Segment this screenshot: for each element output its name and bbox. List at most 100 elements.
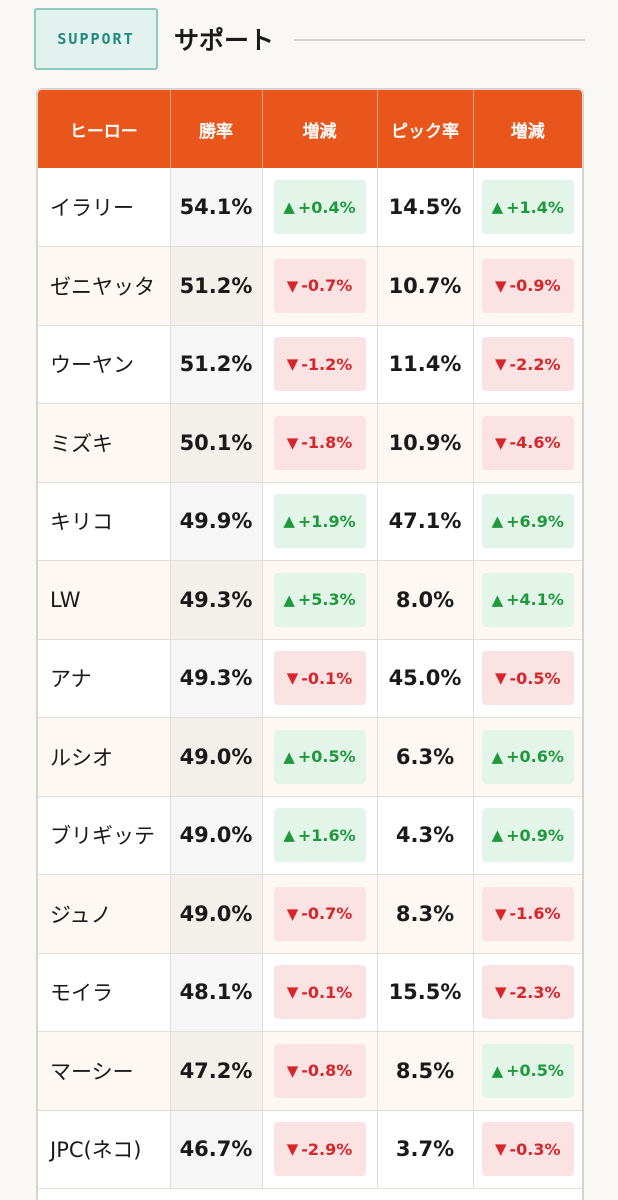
pick-delta-cell: ▲ +1.4%: [473, 168, 582, 247]
delta-badge: ▲ +0.6%: [481, 729, 574, 784]
win-rate: 50.1%: [170, 403, 263, 483]
triangle-down-icon: ▼: [494, 1140, 507, 1159]
delta-badge: ▲ +0.9%: [481, 808, 574, 863]
delta-badge: ▲ +0.4%: [273, 180, 366, 234]
triangle-down-icon: ▼: [286, 433, 299, 452]
delta-value: -0.3%: [509, 1139, 561, 1159]
delta-value: +0.4%: [297, 197, 356, 217]
pick-delta-cell: ▼ -4.6%: [473, 403, 582, 483]
table-row: アナ 49.3% ▼ -0.1% 45.0% ▼ -0.5%: [38, 639, 582, 718]
section-title: サポート: [174, 26, 275, 55]
pick-rate: 14.5%: [377, 168, 474, 247]
win-delta-cell: ▲ +0.5%: [262, 717, 378, 797]
pick-rate: 10.9%: [377, 403, 474, 483]
win-rate: 49.3%: [170, 639, 263, 718]
delta-badge: ▼ -0.5%: [481, 651, 574, 706]
triangle-down-icon: ▼: [286, 1140, 299, 1159]
delta-value: -2.2%: [509, 354, 561, 374]
section-header: SUPPORT サポート: [34, 8, 585, 70]
delta-badge: ▲ +1.9%: [273, 494, 366, 549]
triangle-up-icon: ▲: [491, 826, 504, 845]
triangle-down-icon: ▼: [286, 1061, 299, 1080]
delta-badge: ▲ +6.9%: [481, 494, 574, 549]
table-row: キリコ 49.9% ▲ +1.9% 47.1% ▲ +6.9%: [38, 482, 582, 561]
delta-badge: ▼ -0.9%: [481, 258, 574, 313]
table-row: ブリギッテ 49.0% ▲ +1.6% 4.3% ▲ +0.9%: [38, 796, 582, 875]
triangle-down-icon: ▼: [494, 433, 507, 452]
delta-badge: ▲ +4.1%: [481, 572, 574, 627]
pick-delta-cell: ▲ +0.5%: [473, 1031, 582, 1111]
pick-delta-cell: ▼ -2.3%: [473, 953, 582, 1032]
triangle-down-icon: ▼: [286, 669, 299, 688]
triangle-up-icon: ▲: [491, 590, 504, 609]
pick-rate: 10.7%: [377, 246, 474, 326]
win-rate: 51.2%: [170, 246, 263, 326]
delta-badge: ▲ +1.6%: [273, 808, 366, 863]
triangle-down-icon: ▼: [494, 276, 507, 295]
delta-value: -2.9%: [301, 1139, 353, 1159]
hero-name: モイラ: [38, 953, 171, 1032]
triangle-down-icon: ▼: [494, 904, 507, 923]
win-rate: 49.0%: [170, 874, 263, 954]
hero-name: ルシオ: [38, 717, 171, 797]
win-delta-cell: ▲ +0.4%: [262, 168, 378, 247]
pick-delta-cell: ▼ -1.6%: [473, 874, 582, 954]
win-rate: 47.2%: [170, 1031, 263, 1111]
hero-name: ウーヤン: [38, 325, 171, 404]
win-rate: 49.0%: [170, 796, 263, 875]
win-delta-cell: ▼ -0.1%: [262, 953, 378, 1032]
delta-value: +1.6%: [297, 825, 356, 845]
delta-badge: ▲ +5.3%: [273, 572, 366, 627]
win-rate: 46.7%: [170, 1110, 263, 1189]
delta-badge: ▼ -0.7%: [273, 886, 366, 941]
pick-rate: 11.4%: [377, 325, 474, 404]
column-header-hero: ヒーロー: [38, 90, 171, 168]
triangle-up-icon: ▲: [283, 826, 295, 845]
triangle-up-icon: ▲: [283, 590, 295, 609]
triangle-up-icon: ▲: [491, 747, 504, 766]
triangle-up-icon: ▲: [491, 198, 504, 216]
win-rate: 54.1%: [170, 168, 263, 247]
pick-delta-cell: ▼ -0.3%: [473, 1110, 582, 1189]
delta-badge: ▼ -4.6%: [481, 415, 574, 470]
win-rate: 51.2%: [170, 325, 263, 404]
triangle-down-icon: ▼: [494, 355, 507, 374]
pick-rate: 4.3%: [377, 796, 474, 875]
table-row: モイラ 48.1% ▼ -0.1% 15.5% ▼ -2.3%: [38, 953, 582, 1032]
delta-value: -2.3%: [509, 982, 561, 1002]
hero-name: ミズキ: [38, 403, 171, 483]
triangle-up-icon: ▲: [283, 512, 295, 531]
delta-value: +0.5%: [506, 1061, 564, 1081]
support-stats-table: ヒーロー 勝率 増減 ピック率 増減 イラリー 54.1% ▲ +0.4% 14.5% ▲…: [36, 88, 584, 1200]
table-row: ミズキ 50.1% ▼ -1.8% 10.9% ▼ -4.6%: [38, 403, 582, 483]
delta-badge: ▼ -2.9%: [273, 1122, 366, 1177]
delta-value: -0.7%: [301, 276, 353, 296]
delta-value: +1.9%: [297, 511, 356, 531]
delta-badge: ▼ -0.3%: [481, 1122, 574, 1177]
pick-rate: 8.0%: [377, 560, 474, 640]
win-rate: 49.3%: [170, 560, 263, 640]
win-rate: 48.1%: [170, 953, 263, 1032]
pick-delta-cell: ▼ -0.9%: [473, 246, 582, 326]
column-header-pick-rate: ピック率: [377, 90, 474, 168]
win-delta-cell: ▼ -2.9%: [262, 1110, 378, 1189]
delta-value: +0.6%: [506, 747, 564, 767]
delta-badge: ▼ -0.7%: [273, 258, 366, 313]
pick-delta-cell: ▲ +0.6%: [473, 717, 582, 797]
triangle-down-icon: ▼: [286, 904, 299, 923]
win-delta-cell: ▲ +5.3%: [262, 560, 378, 640]
pick-rate: 3.7%: [377, 1110, 474, 1189]
hero-name: ブリギッテ: [38, 796, 171, 875]
triangle-up-icon: ▲: [283, 747, 295, 766]
delta-value: +5.3%: [297, 590, 356, 610]
delta-badge: ▼ -0.8%: [273, 1043, 366, 1098]
win-rate: 49.9%: [170, 482, 263, 561]
pick-delta-cell: ▲ +4.1%: [473, 560, 582, 640]
delta-value: -1.6%: [509, 904, 561, 924]
win-delta-cell: ▲ +1.6%: [262, 796, 378, 875]
triangle-up-icon: ▲: [283, 198, 295, 216]
win-delta-cell: ▼ -0.7%: [262, 246, 378, 326]
delta-value: +0.5%: [297, 747, 356, 767]
pick-rate: 6.3%: [377, 717, 474, 797]
pick-rate: 47.1%: [377, 482, 474, 561]
